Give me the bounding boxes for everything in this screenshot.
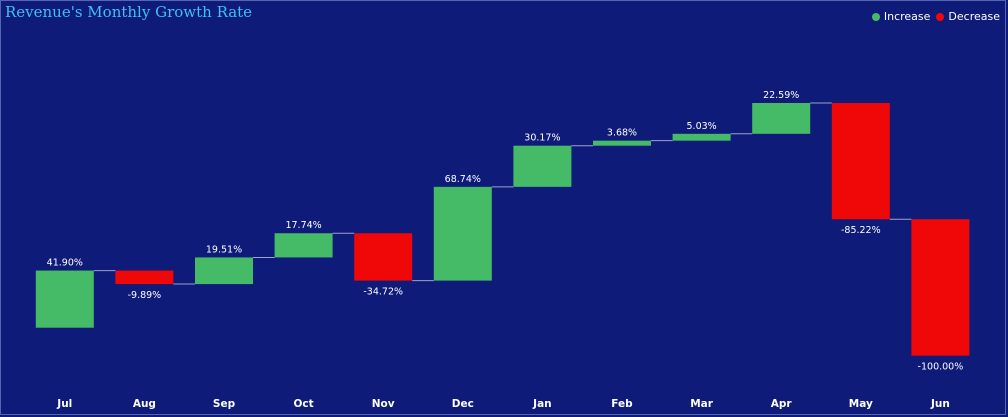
legend-label-increase: Increase xyxy=(883,10,931,23)
x-tick-label-sep: Sep xyxy=(213,398,236,410)
data-label-nov: -34.72% xyxy=(363,287,403,298)
data-label-sep: 19.51% xyxy=(206,244,242,255)
x-tick-label-jan: Jan xyxy=(532,398,551,410)
x-tick-label-jun: Jun xyxy=(930,398,950,410)
bar-feb xyxy=(593,140,651,146)
data-label-aug: -9.89% xyxy=(128,290,162,301)
chart-title: Revenue's Monthly Growth Rate xyxy=(5,3,253,21)
bar-jun xyxy=(911,219,970,356)
data-label-feb: 3.68% xyxy=(607,128,637,139)
bar-jul xyxy=(35,270,94,328)
data-label-apr: 22.59% xyxy=(763,90,799,101)
data-label-may: -85.22% xyxy=(841,225,881,236)
data-label-jan: 30.17% xyxy=(524,133,560,144)
x-tick-label-dec: Dec xyxy=(452,398,474,410)
legend-item-increase: Increase xyxy=(871,10,931,23)
legend-swatch-decrease xyxy=(936,12,945,21)
legend: Increase Decrease xyxy=(871,10,1000,23)
x-tick-label-nov: Nov xyxy=(372,398,395,410)
x-tick-label-feb: Feb xyxy=(611,398,633,410)
x-tick-label-jul: Jul xyxy=(56,398,72,410)
data-label-oct: 17.74% xyxy=(285,220,321,231)
legend-swatch-increase xyxy=(871,12,880,21)
bar-mar xyxy=(672,133,731,141)
bar-dec xyxy=(433,186,492,281)
bar-jan xyxy=(513,145,572,187)
x-tick-label-may: May xyxy=(849,398,873,410)
data-label-dec: 68.74% xyxy=(445,174,481,185)
bar-nov xyxy=(354,233,413,281)
data-label-mar: 5.03% xyxy=(687,121,717,132)
legend-item-decrease: Decrease xyxy=(936,10,1000,23)
legend-label-decrease: Decrease xyxy=(948,10,1000,23)
bar-aug xyxy=(115,270,174,285)
data-label-jul: 41.90% xyxy=(47,258,83,269)
x-tick-label-aug: Aug xyxy=(133,398,156,410)
bar-may xyxy=(831,102,890,220)
data-label-jun: -100.00% xyxy=(918,362,964,373)
x-tick-label-apr: Apr xyxy=(771,398,793,410)
bar-apr xyxy=(752,102,811,134)
x-tick-label-oct: Oct xyxy=(294,398,314,410)
bar-oct xyxy=(274,233,333,258)
x-tick-label-mar: Mar xyxy=(690,398,714,410)
bar-sep xyxy=(195,257,253,285)
